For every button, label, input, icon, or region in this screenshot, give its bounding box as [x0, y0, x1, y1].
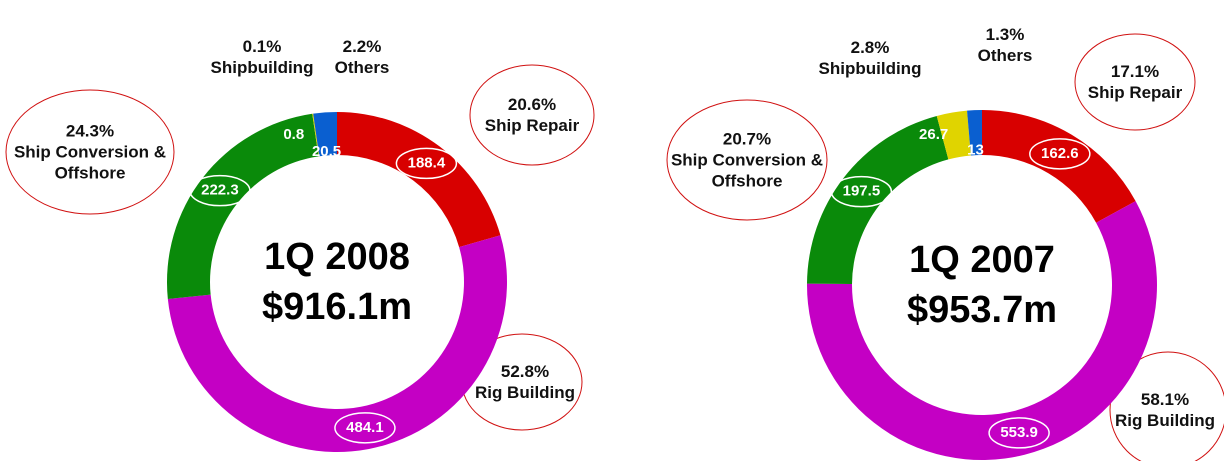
- value-oval: [1029, 138, 1091, 170]
- donut-segment: [312, 113, 320, 157]
- category-label: 20.7% Ship Conversion & Offshore: [662, 129, 832, 192]
- callout-oval: [1074, 33, 1196, 131]
- category-label: 52.8% Rig Building: [440, 361, 610, 403]
- category-name: Ship Repair: [1087, 83, 1183, 102]
- category-label: 24.3% Ship Conversion & Offshore: [5, 121, 175, 184]
- percent-label: 17.1%: [1110, 62, 1160, 81]
- category-name: Ship Conversion & Offshore: [670, 150, 824, 191]
- category-label: 0.1% Shipbuilding: [177, 36, 347, 78]
- value-oval: [395, 147, 458, 180]
- value-label: 188.4: [408, 154, 446, 171]
- donut-segment: [167, 235, 507, 452]
- donut-segment: [313, 112, 337, 157]
- category-name: Ship Repair: [484, 116, 580, 135]
- callout-oval: [666, 99, 828, 221]
- donut-segment: [806, 201, 1157, 461]
- category-name: Ship Conversion & Offshore: [13, 142, 167, 183]
- percent-label: 1.3%: [985, 25, 1025, 44]
- category-name: Others: [977, 46, 1033, 65]
- chart-title: 1Q 2007: [909, 239, 1055, 281]
- value-label: 20.5: [312, 143, 341, 160]
- category-label: 17.1% Ship Repair: [1050, 61, 1220, 103]
- callout-oval: [469, 64, 595, 166]
- category-name: Rig Building: [1114, 411, 1216, 430]
- value-label: 197.5: [843, 183, 881, 200]
- value-oval: [189, 174, 251, 207]
- donut-segment: [936, 110, 971, 160]
- value-label: 162.6: [1041, 145, 1079, 162]
- category-name: Shipbuilding: [818, 59, 922, 78]
- donut-segment: [167, 113, 319, 299]
- percent-label: 20.7%: [722, 129, 772, 149]
- category-label: 2.2% Others: [277, 36, 447, 78]
- percent-label: 52.8%: [500, 362, 550, 381]
- percent-label: 0.1%: [242, 37, 282, 56]
- chart-subtitle: $916.1m: [261, 286, 412, 328]
- percent-label: 58.1%: [1140, 390, 1190, 409]
- category-label: 1.3% Others: [920, 24, 1090, 66]
- value-label: 26.7: [919, 126, 948, 143]
- value-label: 484.1: [346, 419, 384, 436]
- percent-label: 2.2%: [342, 37, 382, 56]
- donut-segment: [337, 112, 501, 248]
- category-name: Others: [334, 58, 390, 77]
- value-oval: [988, 417, 1050, 449]
- value-label: 553.9: [1000, 424, 1038, 441]
- donut-segment: [807, 115, 949, 284]
- value-label: 0.8: [283, 126, 304, 143]
- callout-oval: [1109, 351, 1224, 461]
- percent-label: 2.8%: [850, 38, 890, 57]
- chart-title: 1Q 2008: [264, 236, 410, 278]
- center-label: 1Q 2007 $953.7m: [862, 235, 1102, 335]
- chart-subtitle: $953.7m: [906, 289, 1057, 331]
- percent-label: 20.6%: [507, 95, 557, 114]
- callout-oval: [5, 89, 175, 215]
- value-label: 13: [967, 142, 984, 159]
- category-label: 20.6% Ship Repair: [447, 94, 617, 136]
- category-label: 58.1% Rig Building: [1080, 389, 1224, 431]
- donut-segment: [982, 110, 1136, 223]
- value-label: 222.3: [201, 182, 239, 199]
- center-label: 1Q 2008 $916.1m: [217, 232, 457, 332]
- donut-segment: [967, 110, 982, 156]
- value-oval: [334, 412, 396, 444]
- category-label: 2.8% Shipbuilding: [785, 37, 955, 79]
- category-name: Shipbuilding: [210, 58, 314, 77]
- percent-label: 24.3%: [65, 121, 115, 141]
- value-oval: [830, 175, 893, 208]
- category-name: Rig Building: [474, 383, 576, 402]
